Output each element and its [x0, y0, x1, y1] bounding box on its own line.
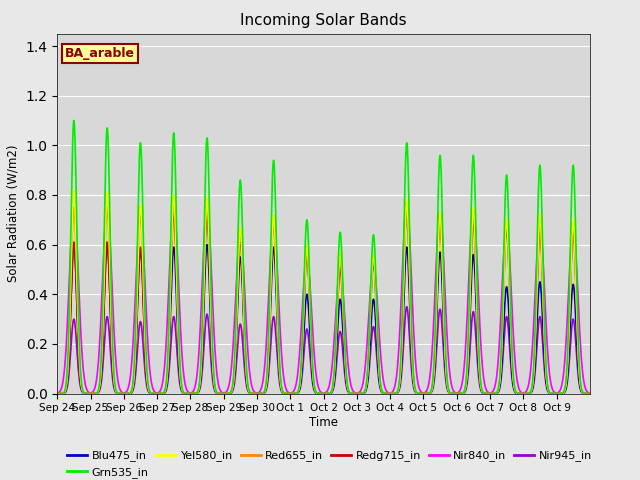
Redg715_in: [392, 391, 399, 396]
Nir945_in: [505, 329, 513, 335]
Redg715_in: [580, 390, 588, 396]
Blu475_in: [53, 391, 61, 396]
Line: Blu475_in: Blu475_in: [57, 245, 590, 394]
Yel580_in: [505, 251, 513, 256]
Line: Grn535_in: Grn535_in: [57, 120, 590, 394]
Nir840_in: [163, 338, 170, 344]
Legend: Blu475_in, Grn535_in, Yel580_in, Red655_in, Redg715_in, Nir840_in, Nir945_in: Blu475_in, Grn535_in, Yel580_in, Red655_…: [63, 446, 596, 480]
Yel580_in: [70, 187, 77, 193]
Blu475_in: [586, 391, 594, 396]
Nir840_in: [473, 248, 481, 253]
Nir945_in: [392, 391, 399, 396]
Yel580_in: [163, 381, 170, 386]
Red655_in: [473, 293, 481, 299]
Blu475_in: [70, 242, 77, 248]
Line: Yel580_in: Yel580_in: [57, 190, 590, 394]
Title: Incoming Solar Bands: Incoming Solar Bands: [240, 13, 407, 28]
Redg715_in: [163, 383, 170, 388]
Nir840_in: [580, 380, 588, 385]
Grn535_in: [392, 390, 399, 396]
Grn535_in: [473, 261, 481, 266]
Red655_in: [505, 253, 513, 259]
Yel580_in: [586, 391, 594, 396]
Red655_in: [580, 390, 588, 396]
Yel580_in: [580, 390, 588, 396]
Blu475_in: [580, 391, 588, 396]
Redg715_in: [586, 391, 594, 396]
Grn535_in: [53, 391, 61, 396]
Redg715_in: [439, 272, 447, 278]
Line: Red655_in: Red655_in: [57, 205, 590, 394]
X-axis label: Time: Time: [309, 416, 338, 429]
Redg715_in: [473, 296, 481, 301]
Yel580_in: [473, 289, 481, 295]
Nir945_in: [580, 391, 588, 396]
Yel580_in: [53, 391, 61, 396]
Red655_in: [439, 269, 447, 275]
Line: Redg715_in: Redg715_in: [57, 210, 590, 394]
Blu475_in: [392, 391, 399, 396]
Nir945_in: [53, 391, 61, 396]
Y-axis label: Solar Radiation (W/m2): Solar Radiation (W/m2): [7, 145, 20, 282]
Blu475_in: [505, 305, 513, 311]
Nir945_in: [439, 333, 447, 339]
Grn535_in: [439, 228, 447, 234]
Red655_in: [170, 202, 178, 208]
Redg715_in: [53, 391, 61, 396]
Line: Nir945_in: Nir945_in: [57, 307, 590, 394]
Yel580_in: [392, 391, 399, 396]
Nir840_in: [392, 380, 399, 386]
Grn535_in: [163, 377, 170, 383]
Red655_in: [586, 391, 594, 396]
Yel580_in: [439, 267, 447, 273]
Nir840_in: [586, 390, 594, 396]
Red655_in: [163, 382, 170, 388]
Line: Nir840_in: Nir840_in: [57, 203, 590, 393]
Red655_in: [392, 391, 399, 396]
Grn535_in: [505, 215, 513, 220]
Grn535_in: [586, 391, 594, 396]
Blu475_in: [439, 294, 447, 300]
Nir840_in: [439, 236, 447, 241]
Nir945_in: [163, 387, 170, 393]
Redg715_in: [505, 257, 513, 263]
Blu475_in: [163, 383, 170, 389]
Nir840_in: [53, 390, 61, 396]
Redg715_in: [403, 207, 410, 213]
Nir840_in: [403, 200, 410, 205]
Grn535_in: [70, 118, 77, 123]
Blu475_in: [473, 315, 481, 321]
Text: BA_arable: BA_arable: [65, 47, 135, 60]
Nir945_in: [403, 304, 410, 310]
Nir840_in: [505, 236, 513, 242]
Grn535_in: [580, 390, 588, 396]
Red655_in: [53, 391, 61, 396]
Nir945_in: [586, 391, 594, 396]
Nir945_in: [473, 346, 481, 352]
